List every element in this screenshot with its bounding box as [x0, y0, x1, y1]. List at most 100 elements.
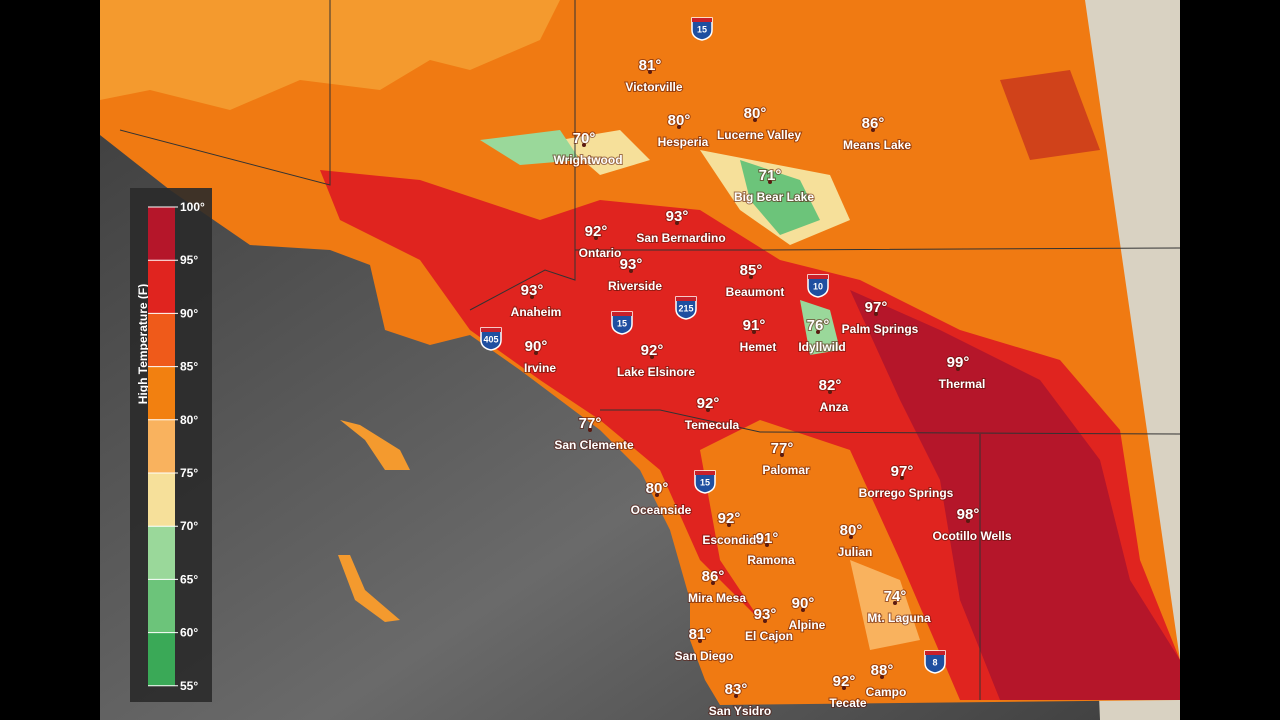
place-dot [780, 453, 784, 457]
highway-shield-top [676, 297, 696, 301]
place-name: San Bernardino [636, 231, 725, 245]
place-temp: 92° [585, 223, 608, 240]
place-dot [874, 312, 878, 316]
place-name: Campo [866, 685, 907, 699]
legend-title: High Temperature (F) [136, 284, 150, 404]
county-line [600, 409, 1181, 435]
legend-swatch [148, 419, 175, 473]
place-temp: 83° [725, 681, 748, 698]
highway-number: 15 [617, 318, 627, 328]
place-dot [588, 428, 592, 432]
place-dot [900, 476, 904, 480]
highway-number: 15 [697, 24, 707, 34]
hot-patch [1000, 70, 1100, 160]
place-temp: 92° [833, 673, 856, 690]
highway-shield-top [481, 328, 501, 332]
place-dot [880, 675, 884, 679]
place-name: Tecate [829, 696, 866, 710]
place-dot [956, 367, 960, 371]
place-name: Lake Elsinore [617, 365, 695, 379]
place-temp: 93° [521, 282, 544, 299]
place-name: Beaumont [726, 285, 785, 299]
place-name: Anza [820, 400, 849, 414]
place-name: Idyllwild [798, 340, 845, 354]
place-dot [648, 70, 652, 74]
place-name: Wrightwood [553, 153, 622, 167]
place-dot [849, 535, 853, 539]
place-dot [677, 125, 681, 129]
highway-shield [691, 17, 713, 41]
highway-shield-top [692, 18, 712, 22]
cool-patch [740, 160, 820, 235]
legend-label: 90° [180, 306, 198, 320]
place-dot [675, 221, 679, 225]
highway-shield [611, 311, 633, 335]
legend-label: 85° [180, 360, 198, 374]
island [340, 420, 410, 470]
place-dot [711, 581, 715, 585]
place-temp: 80° [840, 522, 863, 539]
legend-swatch [148, 473, 175, 527]
place-name: Lucerne Valley [717, 128, 801, 142]
place-dot [842, 686, 846, 690]
highway-shield-top [695, 471, 715, 475]
legend-swatch [148, 207, 175, 261]
place-temp: 91° [756, 530, 779, 547]
place-dot [871, 128, 875, 132]
highway-shield [807, 274, 829, 298]
place-name: San Ysidro [709, 704, 771, 718]
place-dot [594, 236, 598, 240]
place-name: Escondido [702, 533, 763, 547]
place-temp: 82° [819, 377, 842, 394]
highway-shield [480, 327, 502, 351]
highway-number: 15 [700, 477, 710, 487]
place-dot [768, 180, 772, 184]
place-name: El Cajon [745, 629, 793, 643]
place-temp: 93° [754, 606, 777, 623]
place-name: Palomar [762, 463, 810, 477]
place-dot [763, 619, 767, 623]
place-name: Ramona [747, 553, 795, 567]
place-dot [650, 355, 654, 359]
place-temp: 92° [718, 510, 741, 527]
place-temp: 99° [947, 354, 970, 371]
highway-number: 215 [678, 303, 693, 313]
highway-number: 405 [483, 334, 498, 344]
place-name: Ontario [579, 246, 622, 260]
legend-label: 70° [180, 519, 198, 533]
legend-swatch [148, 313, 175, 367]
legend-label: 60° [180, 626, 198, 640]
place-dot [534, 351, 538, 355]
place-name: Oceanside [631, 503, 692, 517]
place-temp: 88° [871, 662, 894, 679]
place-temp: 93° [666, 208, 689, 225]
place-temp: 98° [957, 506, 980, 523]
place-temp: 97° [865, 299, 888, 316]
place-name: Temecula [685, 418, 740, 432]
cool-patch [480, 130, 580, 165]
highway-number: 8 [932, 657, 937, 667]
place-name: Ocotillo Wells [932, 529, 1011, 543]
place-name: Anaheim [511, 305, 562, 319]
place-temp: 77° [579, 415, 602, 432]
place-name: Thermal [939, 377, 986, 391]
place-name: San Clemente [554, 438, 634, 452]
place-dot [727, 523, 731, 527]
legend-label: 95° [180, 253, 198, 267]
highway-shield-top [612, 312, 632, 316]
place-temp: 90° [525, 338, 548, 355]
place-temp: 81° [689, 626, 712, 643]
place-name: Mt. Laguna [867, 611, 931, 625]
place-dot [752, 330, 756, 334]
place-temp: 76° [807, 317, 830, 334]
legend-label: 65° [180, 572, 198, 586]
legend-label: 100° [180, 200, 205, 214]
place-temp: 86° [862, 115, 885, 132]
county-line [575, 247, 1181, 251]
place-name: Irvine [524, 361, 556, 375]
cool-patch [800, 300, 840, 355]
place-name: Big Bear Lake [734, 190, 814, 204]
highway-shield [694, 470, 716, 494]
place-dot [582, 143, 586, 147]
